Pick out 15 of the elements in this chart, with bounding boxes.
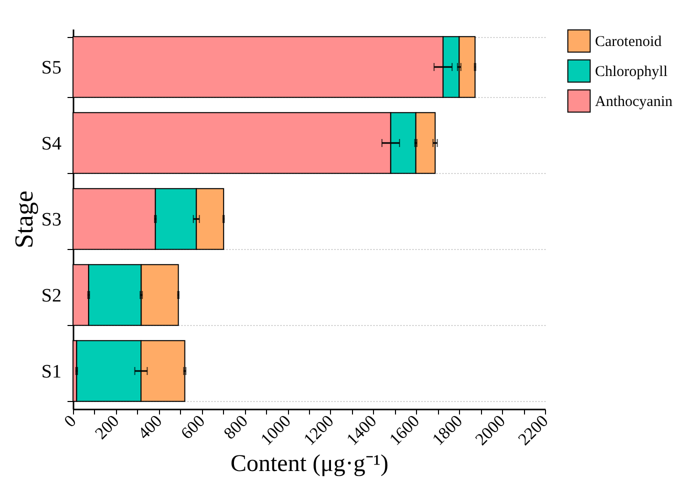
legend-label: Carotenoid: [595, 34, 662, 50]
legend-label: Anthocyanin: [595, 94, 673, 110]
y-tick-label: S4: [41, 134, 62, 154]
y-tick-label: S1: [41, 362, 62, 382]
y-tick-label: S2: [41, 286, 62, 306]
x-axis-title: Content (μg·g⁻¹): [230, 451, 389, 478]
x-tick-label: 200: [91, 411, 123, 443]
x-tick-label: 800: [220, 411, 252, 443]
x-tick-label: 600: [177, 411, 209, 443]
x-tick-label: 0: [60, 411, 80, 431]
y-tick-label: S5: [41, 58, 62, 78]
y-axis-title: Stage: [9, 190, 38, 248]
x-tick-label: 400: [134, 411, 166, 443]
legend-label: Chlorophyll: [595, 64, 668, 80]
y-tick-label: S3: [41, 210, 62, 230]
